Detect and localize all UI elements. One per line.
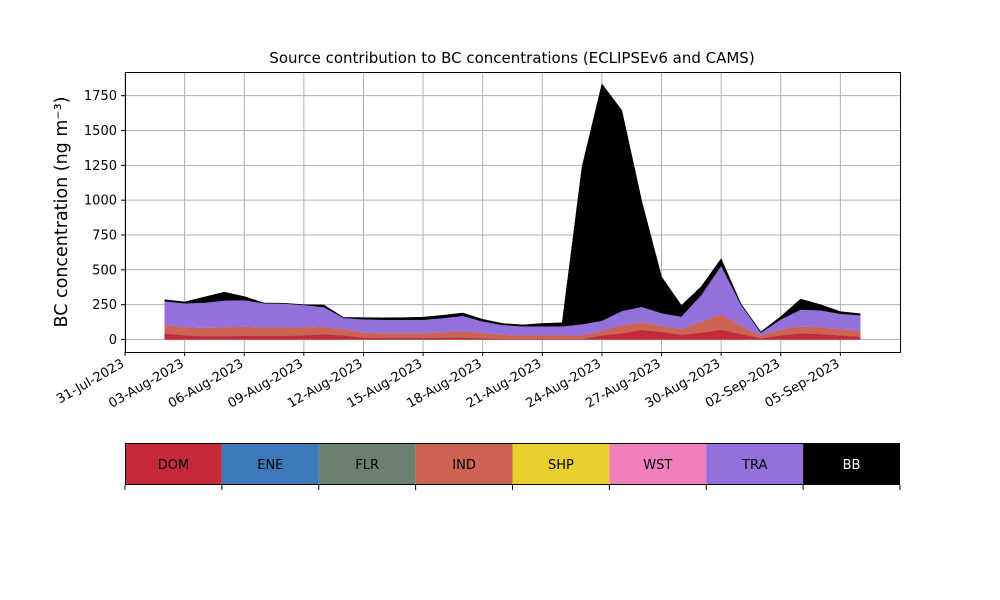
legend-label-ene: ENE	[257, 458, 283, 473]
legend-label-wst: WST	[643, 458, 672, 473]
legend-swatch-dom	[125, 443, 222, 485]
x-axis-ticks: 31-Jul-202303-Aug-202306-Aug-202309-Aug-…	[54, 352, 842, 412]
y-tick-label: 1750	[84, 89, 117, 104]
legend-label-tra: TRA	[741, 458, 767, 473]
legend-frame	[125, 443, 900, 485]
legend-swatch-ene	[221, 443, 319, 485]
y-axis-ticks: 0 250 500 750 1000 1250 1500 1750	[84, 89, 125, 348]
grid-lines	[124, 72, 900, 352]
legend-swatch-ind	[415, 443, 513, 485]
y-tick-label: 500	[92, 263, 117, 278]
area-series-bb	[164, 83, 861, 333]
y-tick-label: 750	[92, 228, 117, 243]
legend-swatch-shp	[512, 443, 610, 485]
chart-title: Source contribution to BC concentrations…	[269, 49, 754, 67]
legend-label-dom: DOM	[158, 458, 189, 473]
y-axis-label: BC concentration (ng m⁻³)	[52, 97, 72, 328]
legend-label-ind: IND	[452, 458, 476, 473]
legend-colorbar: DOM ENE FLR IND SHP WST TRA BB	[124, 443, 901, 490]
legend-swatch-flr	[318, 443, 416, 485]
legend-label-bb: BB	[843, 458, 861, 473]
legend-label-flr: FLR	[355, 458, 379, 473]
plot-frame	[125, 72, 901, 353]
y-tick-label: 1500	[84, 124, 117, 139]
y-tick-label: 0	[109, 333, 117, 348]
y-tick-label: 250	[92, 298, 117, 313]
y-tick-label: 1000	[84, 194, 117, 209]
legend-swatch-wst	[609, 443, 707, 485]
stacked-areas	[164, 83, 861, 340]
legend-label-shp: SHP	[548, 458, 574, 473]
legend-swatch-bb	[803, 443, 900, 485]
y-tick-label: 1250	[84, 159, 117, 174]
legend-swatch-tra	[706, 443, 804, 485]
